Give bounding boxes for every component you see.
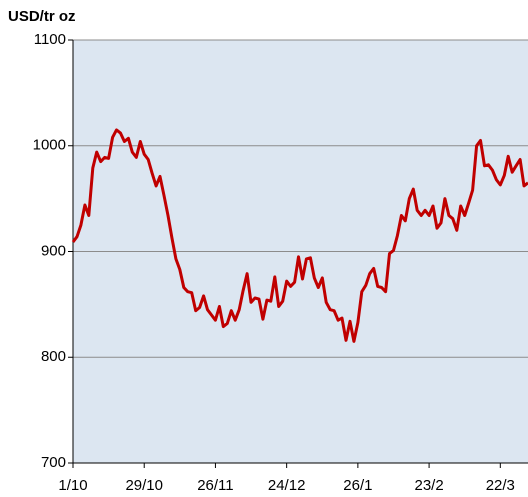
y-tick-label: 1000 bbox=[33, 137, 66, 154]
x-tick-label: 26/11 bbox=[197, 477, 233, 494]
x-tick-label: 24/12 bbox=[268, 477, 306, 494]
y-tick-label: 700 bbox=[41, 454, 66, 471]
y-axis-label: USD/tr oz bbox=[8, 8, 76, 25]
x-tick-label: 26/1 bbox=[343, 477, 372, 494]
x-tick-label: 23/2 bbox=[414, 477, 443, 494]
x-tick-label: 29/10 bbox=[125, 477, 163, 494]
y-tick-label: 800 bbox=[41, 348, 66, 365]
price-line bbox=[71, 128, 528, 343]
y-tick-label: 900 bbox=[41, 242, 66, 259]
x-tick-label: 1/10 bbox=[58, 477, 87, 494]
x-tick-label: 22/3 bbox=[486, 477, 515, 494]
y-tick-label: 1100 bbox=[34, 31, 66, 48]
